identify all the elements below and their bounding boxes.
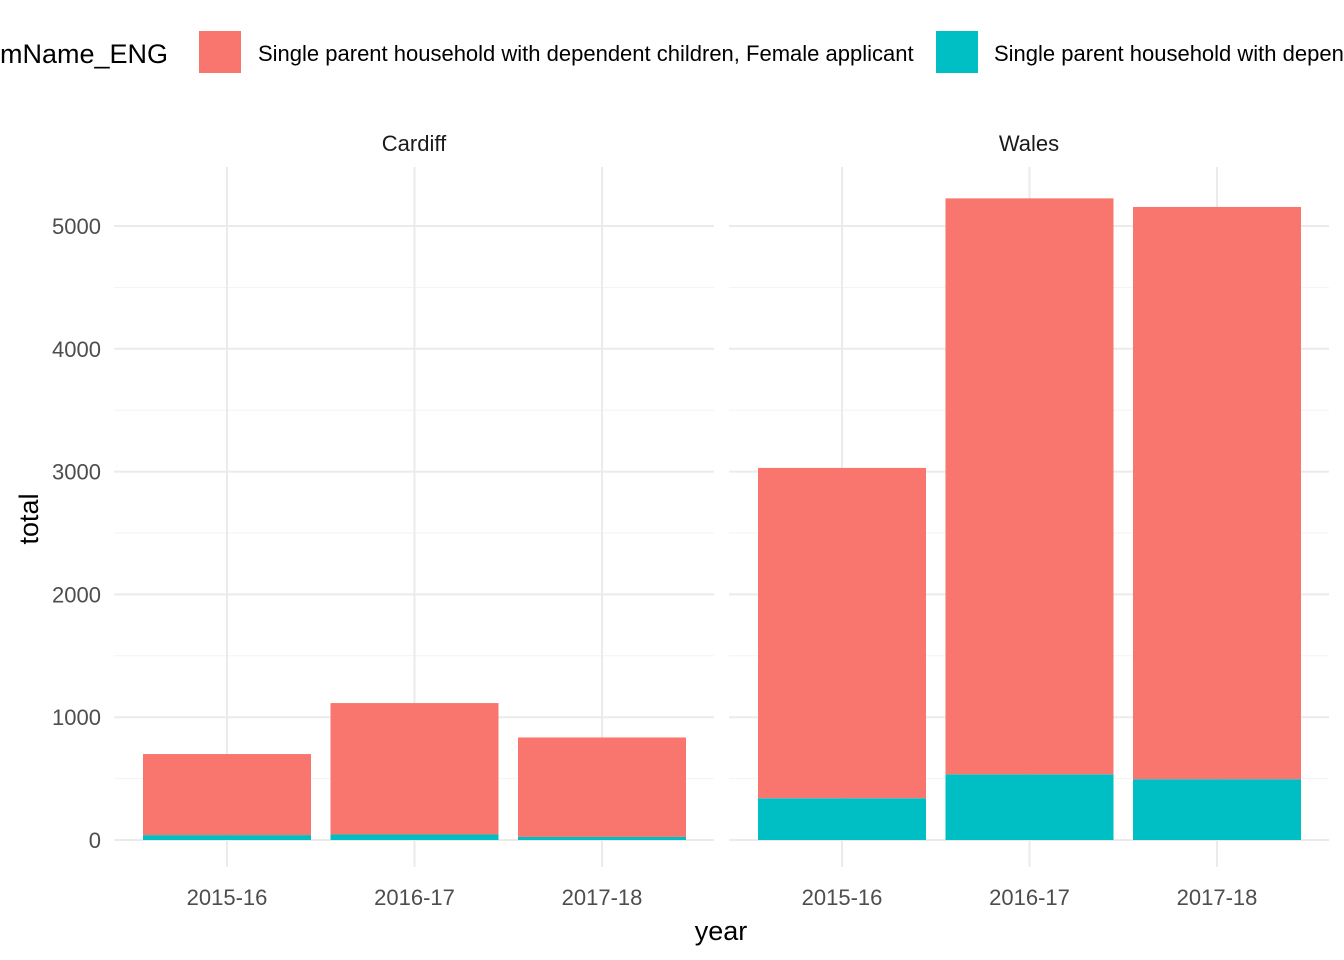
- bar-wales-2017-18-series-0: [1133, 206, 1301, 780]
- y-tick-label: 5000: [52, 214, 101, 239]
- facet-label-cardiff: Cardiff: [382, 131, 447, 156]
- bar-wales-2015-16-series-0: [758, 467, 926, 799]
- legend-label-male: Single parent household with dependent c…: [994, 41, 1344, 66]
- x-tick-label: 2017-18: [562, 885, 643, 910]
- y-tick-label: 2000: [52, 582, 101, 607]
- x-axis-ticks: 2015-16 2016-17 2017-18 2015-16 2016-17 2017-…: [187, 885, 1258, 910]
- y-axis-ticks: 0 1000 2000 3000 4000 5000: [52, 214, 101, 853]
- bar-cardiff-2015-16-series-0: [143, 754, 311, 836]
- facet-label-wales: Wales: [999, 131, 1059, 156]
- y-tick-label: 1000: [52, 705, 101, 730]
- x-tick-label: 2015-16: [802, 885, 883, 910]
- bar-wales-2017-18-series-1: [1133, 779, 1301, 840]
- bar-cardiff-2016-17-series-1: [330, 834, 499, 840]
- bar-wales-2016-17-series-1: [945, 774, 1114, 840]
- x-tick-label: 2016-17: [989, 885, 1070, 910]
- x-tick-label: 2016-17: [374, 885, 455, 910]
- legend: mName_ENG Single parent household with d…: [0, 31, 1344, 73]
- legend-label-female: Single parent household with dependent c…: [258, 41, 914, 66]
- legend-key-female: [199, 31, 241, 73]
- y-tick-label: 4000: [52, 337, 101, 362]
- x-tick-label: 2015-16: [187, 885, 268, 910]
- bars: [143, 198, 1301, 840]
- bar-wales-2016-17-series-0: [945, 198, 1114, 775]
- bar-cardiff-2017-18-series-1: [518, 836, 686, 840]
- bar-cardiff-2016-17-series-0: [330, 703, 499, 835]
- y-axis-title: total: [14, 493, 44, 544]
- bar-wales-2015-16-series-1: [758, 798, 926, 840]
- bar-cardiff-2017-18-series-0: [518, 737, 686, 837]
- y-tick-label: 3000: [52, 460, 101, 485]
- y-tick-label: 0: [89, 828, 101, 853]
- bar-cardiff-2015-16-series-1: [143, 835, 311, 840]
- x-axis-title: year: [695, 916, 748, 946]
- legend-key-male: [936, 31, 978, 73]
- legend-title: mName_ENG: [0, 39, 168, 69]
- x-tick-label: 2017-18: [1177, 885, 1258, 910]
